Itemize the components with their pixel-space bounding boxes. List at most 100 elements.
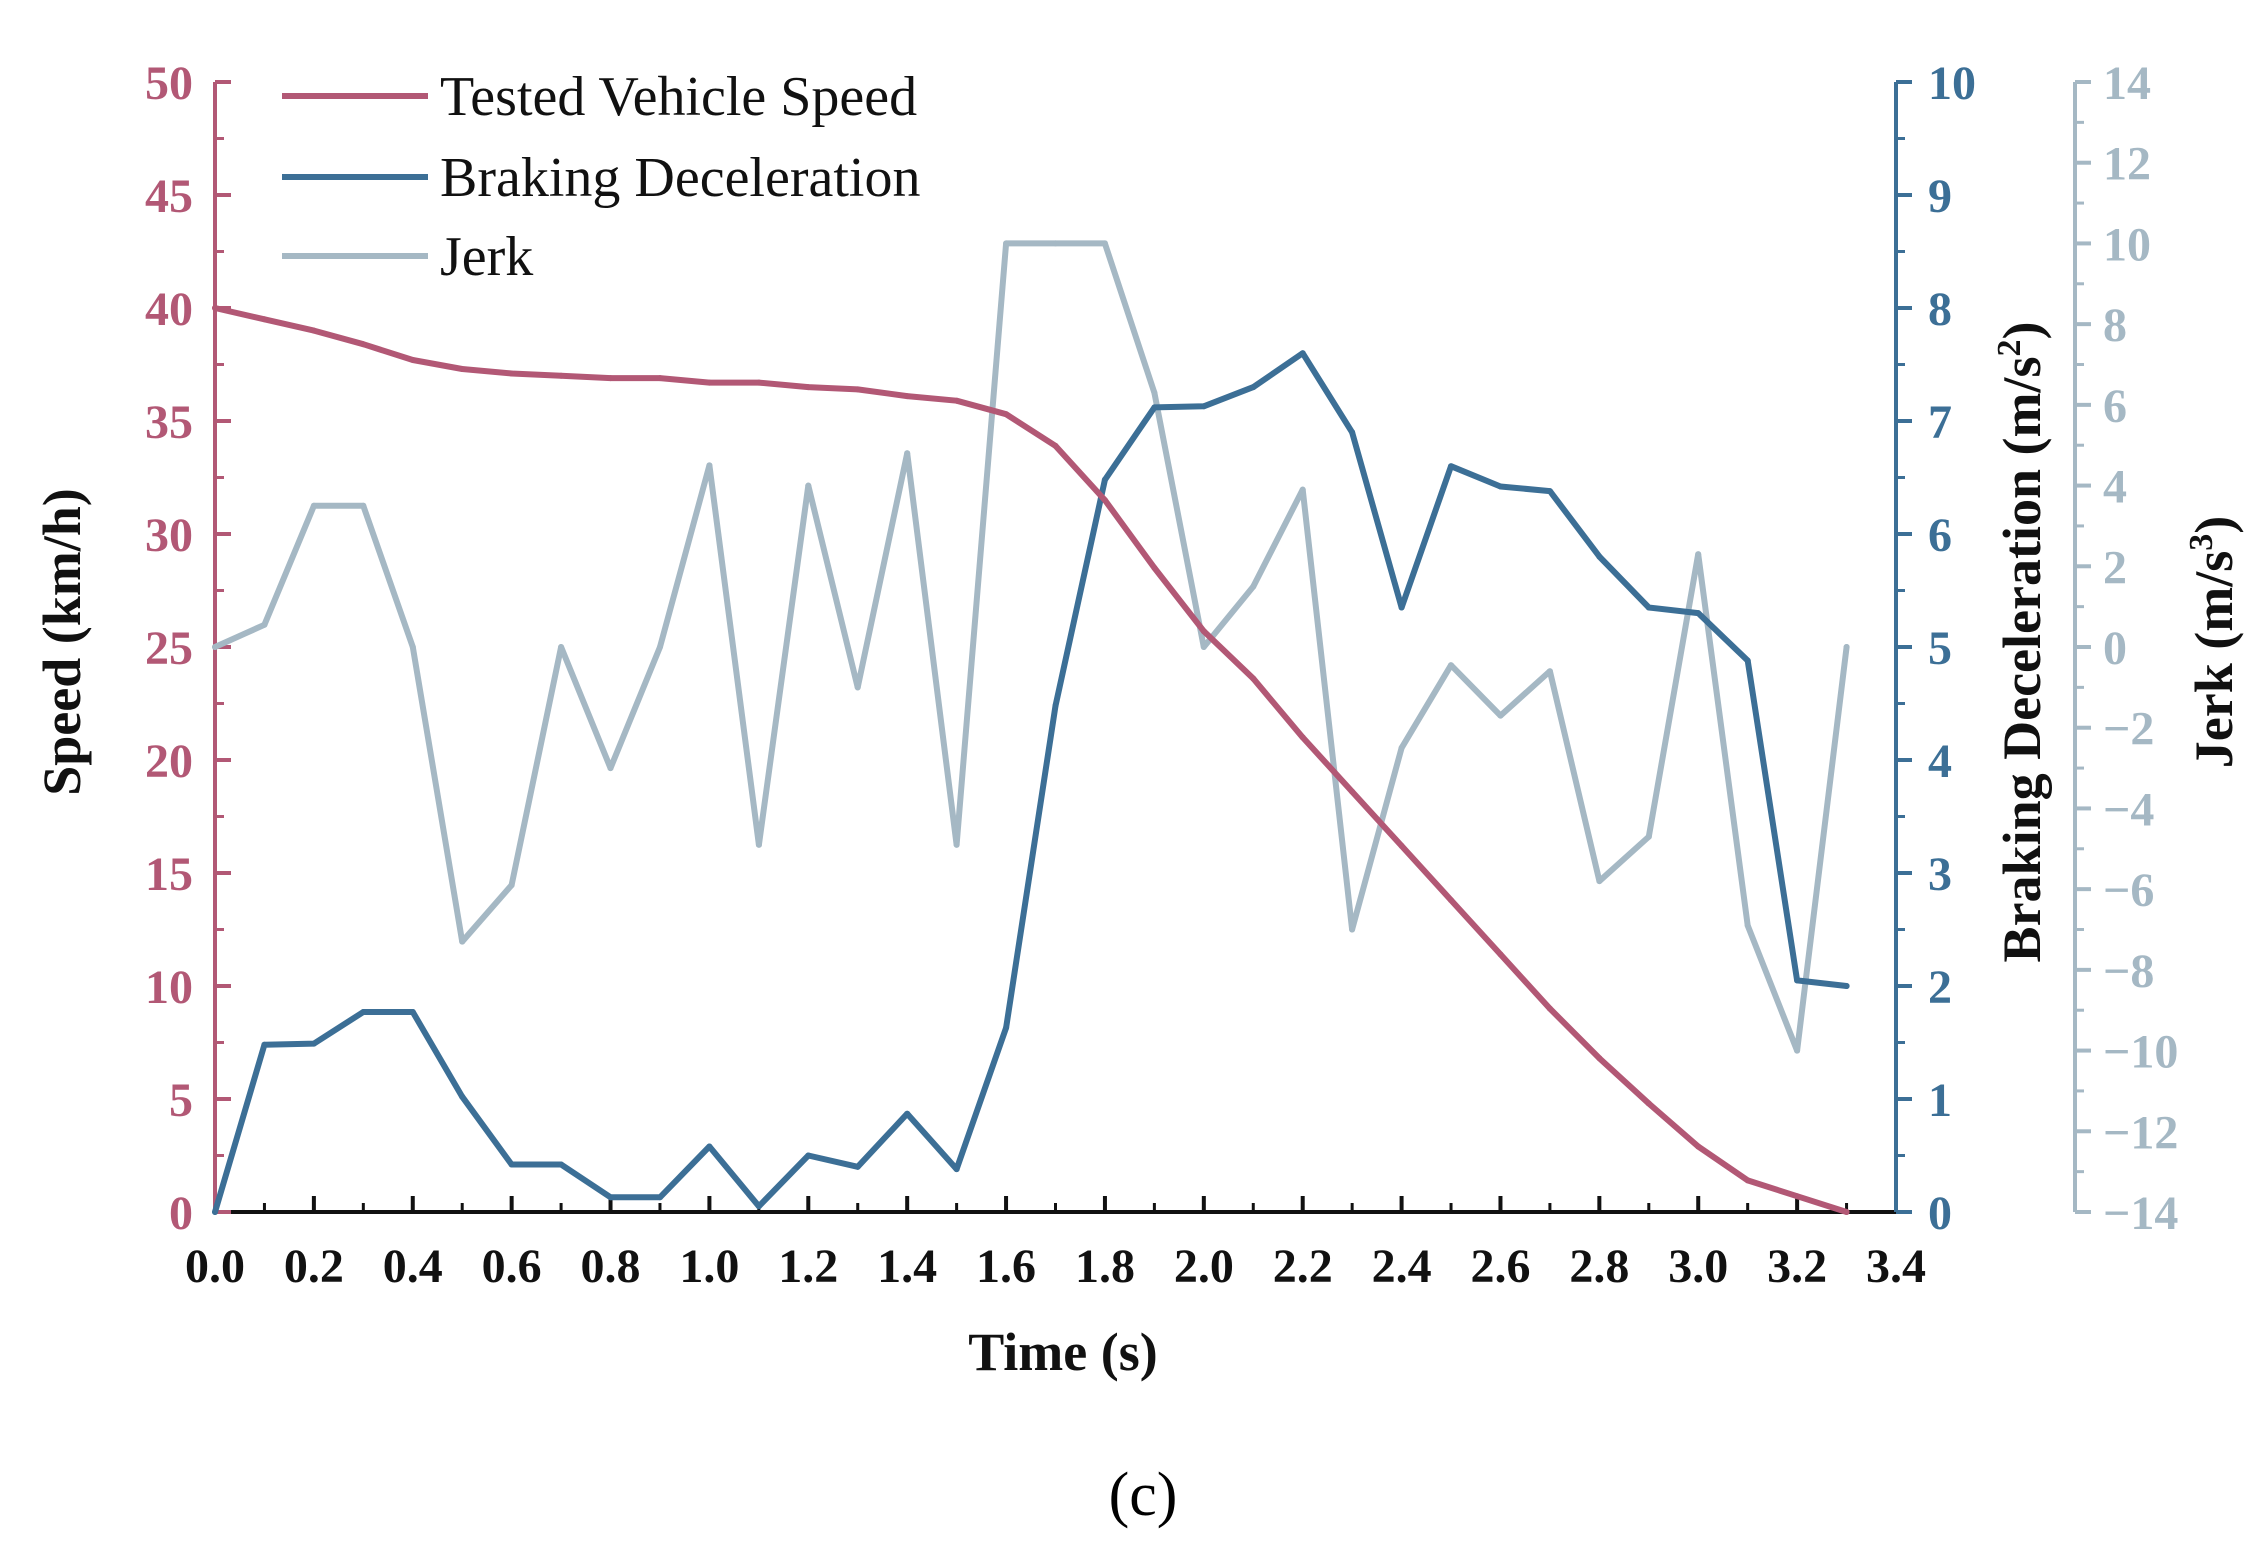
braking-deceleration-data-point [459, 1093, 466, 1100]
tested-vehicle-speed-data-point [360, 341, 367, 348]
tested-vehicle-speed-data-point [1794, 1193, 1801, 1200]
jerk-data-point [1250, 583, 1257, 590]
legend: Tested Vehicle Speed Braking Deceleration… [282, 66, 920, 288]
braking-deceleration-series-line [212, 350, 1850, 1215]
x-tick-label: 0.6 [482, 1240, 542, 1293]
decel-tick-label: 5 [1928, 622, 1952, 675]
jerk-data-point [212, 644, 218, 650]
tested-vehicle-speed-data-point [1843, 1209, 1850, 1215]
jerk-data-point [607, 765, 614, 772]
braking-deceleration-data-point [508, 1161, 515, 1168]
braking-deceleration-data-point [904, 1110, 911, 1117]
jerk-data-point [953, 841, 960, 848]
tested-vehicle-speed-data-point [261, 316, 268, 323]
braking-deceleration-data-point [1052, 702, 1059, 709]
decel-tick-label: 6 [1928, 509, 1952, 562]
x-tick-label: 1.0 [679, 1240, 739, 1293]
jerk-data-point [1645, 833, 1652, 840]
braking-deceleration-data-point [1497, 483, 1504, 490]
braking-deceleration-data-point [409, 1009, 416, 1015]
jerk-data-point [261, 621, 268, 628]
jerk-data-point [755, 841, 762, 848]
x-axis-title: Time (s) [968, 1322, 1157, 1382]
legend-label: Jerk [440, 226, 533, 288]
jerk-axis-title: Jerk (m/s3) [2183, 516, 2244, 768]
jerk-axis-title-sup: 3 [2183, 534, 2220, 551]
braking-deceleration-data-point [1843, 983, 1850, 989]
decel-axis-title-sup: 2 [1991, 340, 2028, 357]
jerk-data-point [1448, 662, 1454, 669]
jerk-tick-label: 10 [2103, 218, 2151, 271]
braking-deceleration-data-point [1151, 404, 1158, 411]
tested-vehicle-speed-data-point [755, 379, 762, 386]
decel-tick-label: 10 [1928, 57, 1976, 110]
tested-vehicle-speed-data-point [1398, 842, 1405, 849]
jerk-data-point [706, 462, 713, 469]
jerk-data-point [1151, 389, 1158, 396]
speed-axis-title: Speed (km/h) [32, 488, 92, 796]
jerk-data-point [558, 644, 565, 650]
tested-vehicle-speed-data-point [1695, 1143, 1702, 1150]
decel-tick-label: 1 [1928, 1074, 1952, 1127]
braking-deceleration-data-point [854, 1163, 861, 1170]
braking-deceleration-data-point [1101, 476, 1108, 483]
tested-vehicle-speed-data-point [1448, 897, 1454, 904]
jerk-tick-label: −14 [2103, 1187, 2178, 1240]
jerk-tick-label: −8 [2103, 945, 2154, 998]
speed-tick-label: 0 [169, 1187, 193, 1240]
braking-deceleration-data-point [953, 1166, 960, 1173]
tested-vehicle-speed-data-point [1052, 442, 1059, 449]
speed-tick-label: 25 [145, 622, 193, 675]
x-tick-label: 0.4 [383, 1240, 443, 1293]
speed-tick-label: 40 [145, 283, 193, 336]
legend-label: Tested Vehicle Speed [440, 66, 917, 128]
tested-vehicle-speed-data-point [706, 379, 713, 386]
braking-deceleration-data-point [607, 1194, 614, 1201]
jerk-data-point [805, 482, 812, 489]
jerk-data-point [657, 644, 663, 650]
tested-vehicle-speed-data-point [904, 393, 911, 400]
jerk-data-point [1349, 926, 1356, 933]
jerk-axis-title-end: ) [2184, 516, 2244, 534]
decel-tick-label: 2 [1928, 961, 1952, 1014]
decel-axis-title-end: ) [1992, 322, 2052, 340]
axes-layer: 0.0 0.2 0.4 0.6 0.8 1.0 1.2 1.4 1.6 1.8 2.0 2.2 2.4 2… [145, 57, 2178, 1293]
tested-vehicle-speed-data-point [1101, 497, 1108, 504]
jerk-tick-label: −12 [2103, 1106, 2178, 1159]
x-tick-label: 1.4 [877, 1240, 937, 1293]
jerk-tick-label: 6 [2103, 380, 2127, 433]
tested-vehicle-speed-data-point [409, 357, 416, 363]
x-tick-label: 3.4 [1866, 1240, 1926, 1293]
tested-vehicle-speed-data-point [1645, 1100, 1652, 1107]
tested-vehicle-speed-data-point [212, 305, 218, 311]
decel-axis-title: Braking Deceleration (m/s2) [1991, 322, 2052, 963]
speed-tick-label: 5 [169, 1074, 193, 1127]
speed-tick-label: 20 [145, 735, 193, 788]
jerk-data-point [1596, 878, 1603, 885]
jerk-tick-label: 12 [2103, 138, 2151, 191]
jerk-tick-label: 2 [2103, 541, 2127, 594]
decel-tick-label: 4 [1928, 735, 1952, 788]
x-tick-label: 0.0 [185, 1240, 245, 1293]
jerk-data-point [508, 882, 515, 889]
jerk-data-point [1003, 240, 1010, 247]
jerk-data-point [904, 450, 911, 457]
braking-deceleration-data-point [1546, 488, 1553, 495]
braking-deceleration-data-point [1794, 977, 1801, 984]
figure-caption: (c) [1109, 1461, 1178, 1529]
braking-deceleration-data-point [1200, 403, 1207, 410]
x-tick-label: 3.2 [1767, 1240, 1827, 1293]
braking-deceleration-data-point [212, 1209, 218, 1215]
tested-vehicle-speed-data-point [1596, 1055, 1603, 1062]
x-tick-label: 0.2 [284, 1240, 344, 1293]
decel-tick-label: 0 [1928, 1187, 1952, 1240]
jerk-data-point [1398, 744, 1405, 751]
braking-deceleration-data-point [805, 1152, 812, 1159]
braking-deceleration-data-point [657, 1194, 663, 1201]
tested-vehicle-speed-data-point [1200, 628, 1207, 635]
speed-tick-label: 45 [145, 170, 193, 223]
jerk-tick-label: −6 [2103, 864, 2154, 917]
tested-vehicle-speed-data-point [1250, 675, 1257, 682]
x-tick-label: 2.2 [1273, 1240, 1333, 1293]
